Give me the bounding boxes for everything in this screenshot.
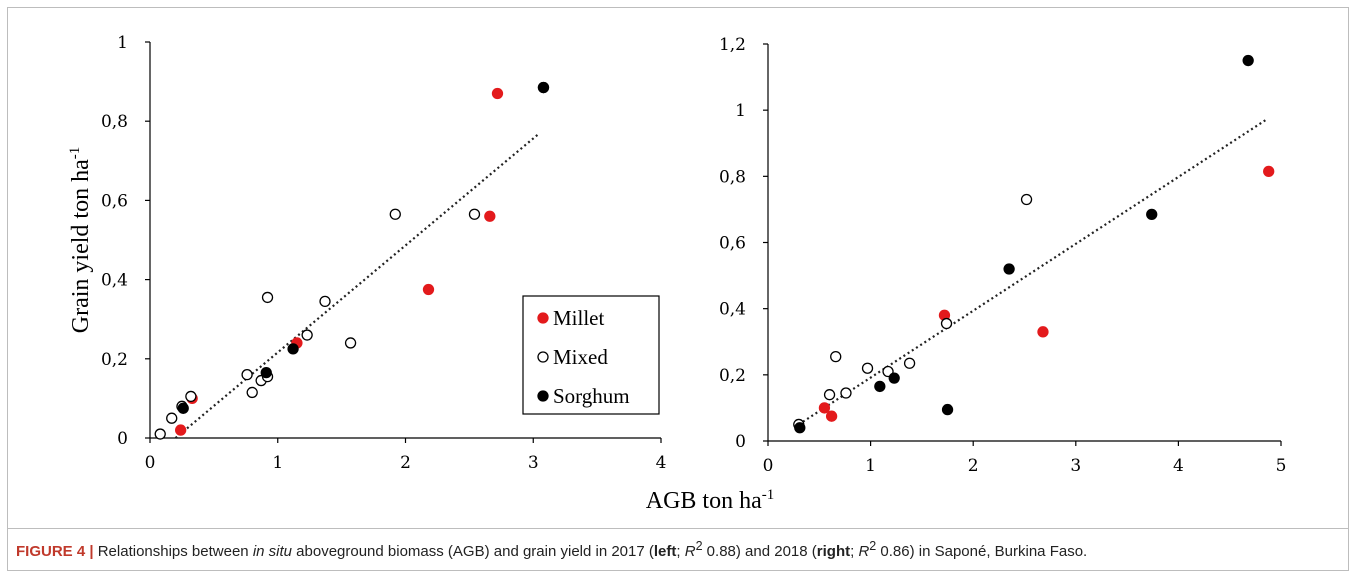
legend-marker-millet [537, 312, 549, 324]
caption-r-2: R [858, 543, 870, 560]
caption-text-6: 0.86) in Saponé, Burkina Faso. [876, 543, 1088, 560]
chart-right-y-tick-label: 1,2 [719, 35, 746, 55]
chart-right: 0 0,2 0,4 0,6 0,8 1 1,2 0 1 2 3 4 5 [719, 35, 1286, 476]
chart-left-y-axis-title-sup: -1 [67, 147, 83, 160]
chart-left-y-tick-label: 1 [117, 33, 128, 53]
chart-left-y-axis-title: Grain yield ton ha-1 [67, 147, 94, 333]
chart-left-point-millet [175, 424, 187, 436]
chart-left-x-tick-label: 0 [145, 453, 156, 473]
chart-right-point-millet [825, 410, 838, 422]
caption-bold-left: left [653, 543, 677, 560]
chart-left-point-sorghum [177, 402, 189, 414]
chart-left-point-mixed [166, 412, 178, 424]
chart-right-x-tick-label: 1 [865, 456, 876, 476]
chart-left-point-millet [491, 87, 504, 100]
chart-right-point-sorghum [941, 403, 954, 416]
chart-right-point-mixed [861, 362, 874, 374]
legend-marker-mixed [537, 351, 549, 363]
chart-right-point-sorghum [874, 380, 886, 393]
chart-right-y-tick-label: 0 [735, 432, 746, 452]
chart-left-y-tick-label: 0,2 [101, 350, 128, 370]
caption-text-1: Relationships between [93, 543, 253, 560]
chart-right-y-tick-label: 0,2 [719, 366, 746, 386]
chart-right-point-mixed [903, 357, 916, 369]
legend-label-sorghum: Sorghum [553, 384, 630, 408]
chart-right-point-sorghum [794, 422, 806, 434]
caption-r-1: R [684, 543, 696, 560]
chart-left-y-tick-label: 0 [117, 429, 128, 449]
chart-left-point-mixed [261, 291, 274, 304]
caption-sup-1: 2 [695, 539, 703, 553]
caption-bold-right: right [816, 543, 851, 560]
caption-divider [8, 528, 1348, 529]
chart-right-x-tick-label: 5 [1276, 456, 1287, 476]
chart-left-y-tick-label: 0,6 [101, 191, 128, 211]
chart-left-point-mixed [154, 428, 166, 440]
caption-sup-2: 2 [869, 539, 877, 553]
chart-right-point-millet [818, 402, 831, 414]
chart-right-point-sorghum [1003, 263, 1015, 275]
chart-left-point-mixed [246, 386, 258, 399]
chart-right-point-mixed [823, 389, 836, 401]
caption-lead: FIGURE 4 | [16, 543, 94, 560]
chart-right-point-mixed [940, 317, 953, 330]
figure-frame [7, 7, 1349, 571]
chart-left-point-mixed [301, 329, 313, 341]
chart-left-point-mixed [185, 390, 197, 403]
chart-left-point-sorghum [260, 367, 272, 379]
legend-marker-sorghum [537, 390, 549, 402]
chart-left-point-mixed [389, 208, 401, 220]
chart-left-point-mixed [344, 337, 357, 349]
chart-right-x-tick-label: 2 [968, 456, 979, 476]
legend-label-millet: Millet [553, 306, 604, 330]
chart-left-x-tick-label: 2 [400, 453, 411, 473]
chart-right-y-tick-label: 0,4 [719, 300, 746, 320]
chart-right-point-millet [1037, 326, 1049, 338]
chart-left-point-mixed [468, 208, 481, 220]
caption-text-4: 0.88) and 2018 ( [702, 543, 817, 560]
caption-text-3: ; [676, 543, 685, 560]
chart-left-y-tick-label: 0,8 [101, 112, 128, 132]
chart-right-point-mixed [1020, 193, 1033, 206]
chart-right-point-millet [1263, 165, 1275, 178]
x-axis-title: AGB ton ha-1 [646, 487, 775, 514]
chart-right-x-tick-label: 0 [763, 456, 774, 476]
chart-left-x-tick-label: 1 [272, 453, 283, 473]
chart-right-x-tick-label: 4 [1173, 456, 1184, 476]
chart-right-y-tick-label: 1 [735, 101, 746, 121]
chart-right-x-tick-label: 3 [1070, 456, 1081, 476]
chart-left-point-millet [422, 283, 435, 296]
caption-text-5: ; [850, 543, 859, 560]
chart-right-point-mixed [830, 350, 842, 363]
chart-left-y-tick-label: 0,4 [101, 271, 128, 291]
chart-left-x-tick-label: 4 [656, 453, 667, 473]
chart-left-y-axis-title-main: Grain yield ton ha [68, 159, 94, 333]
chart-right-point-sorghum [888, 372, 900, 384]
chart-left-point-mixed [241, 368, 253, 381]
legend-label-mixed: Mixed [553, 345, 608, 369]
x-axis-title-sup: -1 [762, 487, 775, 503]
chart-right-point-sorghum [1146, 208, 1158, 221]
caption-italic-1: in situ [252, 543, 292, 560]
chart-left-point-mixed [319, 295, 331, 308]
chart-left: 0 0,2 0,4 0,6 0,8 1 0 1 2 3 4 Grain yield ton ha-1 M… [67, 33, 666, 473]
chart-right-point-mixed [840, 387, 852, 399]
chart-left-x-tick-label: 3 [528, 453, 539, 473]
chart-right-y-tick-label: 0,8 [719, 167, 746, 187]
x-axis-title-main: AGB ton ha [646, 488, 762, 514]
caption-text-2: aboveground biomass (AGB) and grain yiel… [292, 543, 654, 560]
chart-right-y-tick-label: 0,6 [719, 234, 746, 254]
chart-right-point-sorghum [1242, 54, 1254, 67]
chart-right-trendline [798, 119, 1267, 426]
chart-left-point-sorghum [537, 81, 550, 94]
figure-caption: FIGURE 4 | Relationships between in situ… [16, 539, 1346, 560]
chart-left-point-sorghum [287, 343, 299, 355]
chart-left-point-millet [484, 210, 496, 222]
chart-left-trendline [174, 132, 541, 439]
